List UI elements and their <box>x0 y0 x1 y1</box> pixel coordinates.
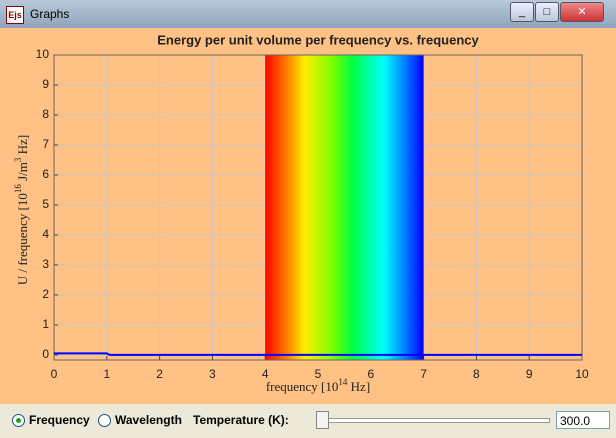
frequency-radio[interactable]: Frequency <box>12 413 90 427</box>
x-tick-label: 6 <box>367 367 374 381</box>
x-tick-label: 3 <box>209 367 216 381</box>
x-tick-label: 5 <box>315 367 322 381</box>
y-tick-label: 1 <box>42 317 49 331</box>
x-tick-label: 2 <box>156 367 163 381</box>
x-label-tail: Hz] <box>347 379 370 394</box>
x-tick-label: 9 <box>526 367 533 381</box>
app-icon: Ejs <box>6 6 24 24</box>
frequency-radio-label: Frequency <box>29 413 90 427</box>
x-label-sup: 14 <box>338 377 348 387</box>
chart-title: Energy per unit volume per frequency vs.… <box>157 32 479 47</box>
visible-spectrum-band <box>265 55 424 360</box>
y-tick-label: 0 <box>42 347 49 361</box>
y-axis-label: U / frequency [1016 J/m3 Hz] <box>13 135 30 285</box>
y-label-tail: Hz] <box>15 135 30 158</box>
chart: Energy per unit volume per frequency vs.… <box>0 28 616 404</box>
y-tick-label: 9 <box>42 77 49 91</box>
x-tick-label: 8 <box>473 367 480 381</box>
y-tick-label: 3 <box>42 257 49 271</box>
control-bar: Frequency Wavelength Temperature (K): 30… <box>0 404 616 438</box>
series-line <box>54 352 582 356</box>
x-tick-label: 1 <box>103 367 110 381</box>
y-label-sup2: 3 <box>13 157 23 162</box>
temperature-input[interactable]: 300.0 <box>556 411 610 429</box>
y-tick-label: 5 <box>42 197 49 211</box>
window-title: Graphs <box>30 7 70 21</box>
temperature-label: Temperature (K): <box>193 413 289 427</box>
y-tick-label: 2 <box>42 287 49 301</box>
plot-frame <box>53 54 583 361</box>
y-tick-label: 7 <box>42 137 49 151</box>
y-tick-label: 4 <box>42 227 49 241</box>
wavelength-radio[interactable]: Wavelength <box>98 413 182 427</box>
y-label-mid: J/m <box>15 162 30 184</box>
wavelength-radio-label: Wavelength <box>115 413 182 427</box>
x-label-text: frequency [10 <box>266 379 339 394</box>
title-bar: Ejs Graphs _ □ ✕ <box>0 0 616 28</box>
x-tick-label: 4 <box>262 367 269 381</box>
y-tick-label: 6 <box>42 167 49 181</box>
x-tick-label: 10 <box>575 367 589 381</box>
y-label-text: U / frequency [10 <box>15 193 30 285</box>
y-tick-label: 10 <box>36 47 50 61</box>
close-button[interactable]: ✕ <box>560 2 604 22</box>
y-label-sup: 16 <box>13 184 23 194</box>
x-tick-label: 0 <box>51 367 58 381</box>
y-tick-label: 8 <box>42 107 49 121</box>
x-tick-label: 7 <box>420 367 427 381</box>
temperature-slider[interactable] <box>314 410 550 430</box>
maximize-button[interactable]: □ <box>535 2 559 22</box>
x-axis-label: frequency [1014 Hz] <box>266 377 370 394</box>
minimize-button[interactable]: _ <box>510 2 534 22</box>
